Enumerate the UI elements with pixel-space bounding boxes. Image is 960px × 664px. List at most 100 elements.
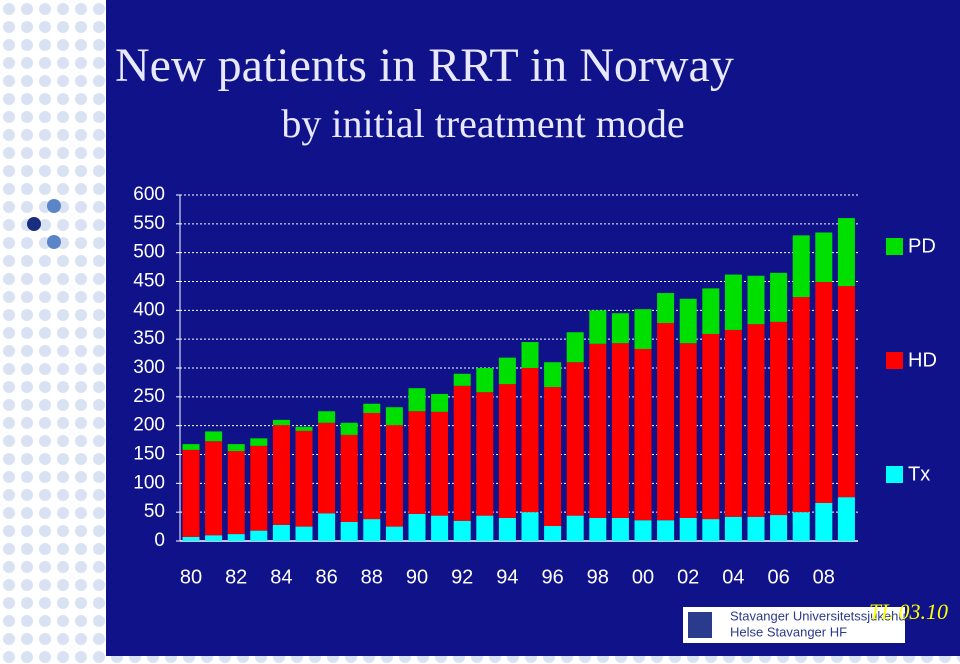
bar-segment: [340, 422, 358, 435]
bar-segment: [476, 392, 494, 516]
bar-segment: [250, 530, 268, 541]
x-tick-label: 94: [496, 566, 518, 588]
bar-segment: [340, 434, 358, 522]
bar-segment: [657, 293, 675, 324]
bar-segment: [431, 393, 449, 412]
x-tick-label: 82: [225, 566, 247, 588]
logo-icon: [688, 612, 712, 638]
bar-segment: [724, 329, 742, 517]
bar-segment: [453, 373, 471, 386]
bar-segment: [250, 445, 268, 531]
bar-segment: [363, 412, 381, 520]
bar-segment: [363, 519, 381, 541]
bar-segment: [227, 444, 245, 452]
decor-dot: [47, 235, 61, 249]
bar-segment: [724, 274, 742, 330]
bar-segment: [837, 286, 855, 498]
bar-segment: [566, 332, 584, 363]
bar-segment: [815, 502, 833, 541]
bar-segment: [227, 534, 245, 541]
bar-segment: [544, 526, 562, 541]
bar-segment: [566, 515, 584, 541]
bar-segment: [634, 520, 652, 541]
y-tick-label: 0: [154, 530, 165, 551]
bar-segment: [182, 444, 200, 450]
bar-segment: [679, 343, 697, 518]
logo-text: Stavanger Universitetssjukehus: [730, 608, 913, 623]
bar-segment: [498, 517, 516, 541]
y-tick-label: 350: [133, 328, 165, 349]
bar-segment: [272, 419, 290, 426]
bar-segment: [408, 388, 426, 412]
x-tick-label: 08: [813, 566, 835, 588]
bar-segment: [408, 411, 426, 514]
bar-segment: [747, 516, 765, 541]
bar-segment: [521, 342, 539, 368]
bar-segment: [453, 385, 471, 521]
bar-segment: [702, 333, 720, 520]
logo-box: [683, 607, 905, 643]
x-tick-label: 92: [451, 566, 473, 588]
bar-segment: [724, 516, 742, 541]
bar-segment: [589, 343, 607, 518]
bar-segment: [340, 521, 358, 541]
bar-segment: [521, 512, 539, 541]
bar-segment: [747, 324, 765, 517]
x-tick-label: 80: [180, 566, 202, 588]
legend-label: Tx: [908, 463, 930, 485]
bar-segment: [679, 517, 697, 541]
bar-segment: [702, 519, 720, 541]
y-tick-label: 200: [133, 415, 165, 436]
x-tick-label: 84: [270, 566, 292, 588]
bar-segment: [431, 515, 449, 541]
bar-segment: [544, 387, 562, 527]
bar-segment: [182, 536, 200, 541]
bar-segment: [498, 357, 516, 385]
decor-dot: [27, 217, 41, 231]
bar-segment: [205, 431, 223, 442]
y-tick-label: 250: [133, 386, 165, 407]
bar-segment: [227, 451, 245, 535]
bar-segment: [837, 218, 855, 287]
y-tick-label: 300: [133, 357, 165, 378]
bar-segment: [792, 297, 810, 513]
bar-segment: [295, 430, 313, 527]
bar-segment: [611, 517, 629, 541]
bar-segment: [634, 309, 652, 349]
y-tick-label: 500: [133, 242, 165, 263]
bar-segment: [318, 513, 336, 541]
bar-segment: [476, 368, 494, 393]
bar-segment: [250, 438, 268, 446]
bar-segment: [295, 526, 313, 541]
logo-text: Helse Stavanger HF: [730, 624, 847, 639]
x-tick-label: 98: [587, 566, 609, 588]
bar-segment: [589, 310, 607, 344]
y-tick-label: 150: [133, 444, 165, 465]
bar-segment: [385, 425, 403, 527]
bar-segment: [476, 515, 494, 541]
chart-title: New patients in RRT in Norway: [115, 39, 734, 92]
bar-segment: [205, 535, 223, 541]
x-tick-label: 88: [361, 566, 383, 588]
bar-segment: [770, 272, 788, 322]
bar-segment: [792, 512, 810, 541]
bar-segment: [634, 348, 652, 521]
x-tick-label: 04: [722, 566, 744, 588]
x-tick-label: 86: [315, 566, 337, 588]
bar-segment: [770, 321, 788, 516]
x-tick-label: 00: [632, 566, 654, 588]
legend-swatch: [886, 352, 903, 369]
bar-segment: [408, 513, 426, 541]
y-tick-label: 450: [133, 271, 165, 292]
bar-segment: [453, 520, 471, 541]
y-tick-label: 100: [133, 472, 165, 493]
bar-segment: [611, 343, 629, 518]
bar-segment: [589, 517, 607, 541]
bar-segment: [363, 403, 381, 413]
bar-segment: [385, 526, 403, 541]
decor-dot: [47, 199, 61, 213]
bar-segment: [702, 288, 720, 334]
bar-segment: [770, 515, 788, 541]
bar-segment: [611, 313, 629, 344]
